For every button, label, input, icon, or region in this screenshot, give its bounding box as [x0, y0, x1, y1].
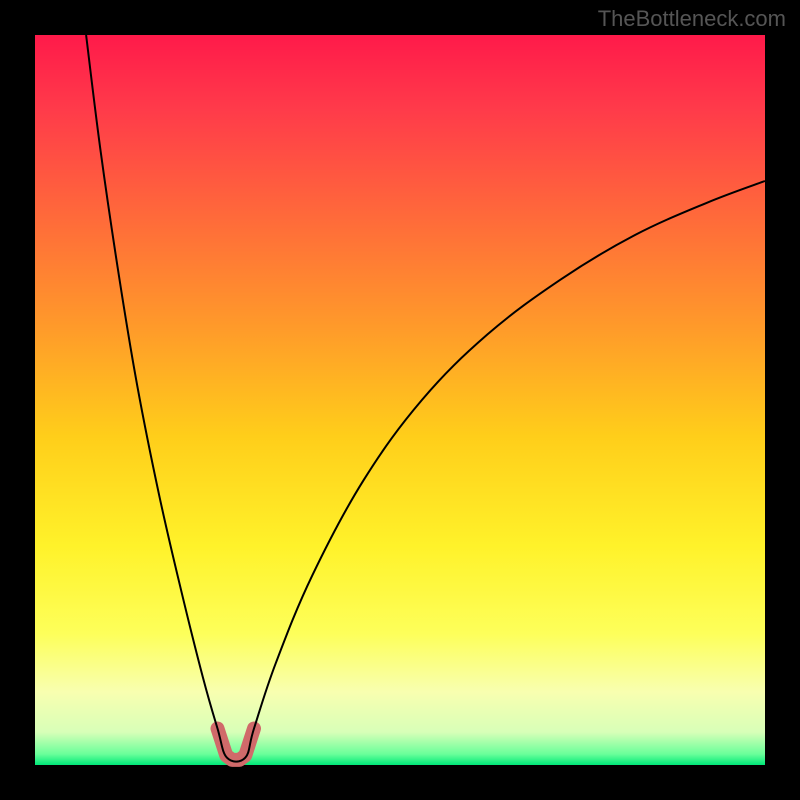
plot-background [35, 35, 765, 765]
chart-svg [0, 0, 800, 800]
watermark-text: TheBottleneck.com [598, 6, 786, 32]
bottleneck-chart: TheBottleneck.com [0, 0, 800, 800]
